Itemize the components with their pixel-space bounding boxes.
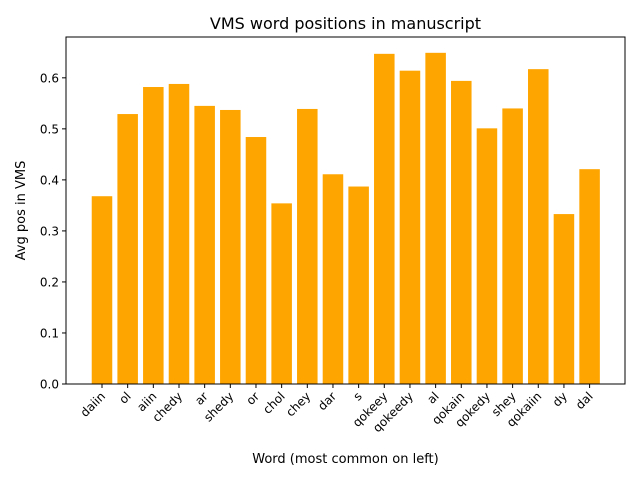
y-tick-label: 0.3	[40, 224, 59, 238]
bar-qokedy	[476, 128, 498, 384]
bar-ol	[117, 114, 138, 385]
x-axis-label: Word (most common on left)	[252, 452, 438, 467]
bar-shey	[502, 108, 523, 384]
bar-al	[425, 52, 446, 384]
bar-qokeey	[374, 53, 395, 385]
y-tick-label: 0.4	[40, 173, 59, 187]
bar-ar	[194, 105, 215, 384]
bar-qokain	[451, 80, 472, 384]
chart-title: VMS word positions in manuscript	[210, 14, 481, 33]
y-tick-label: 0.2	[40, 275, 59, 289]
bar-s	[348, 186, 369, 384]
bar-chedy	[168, 83, 190, 384]
bar-qokeedy	[399, 70, 421, 385]
bar-chol	[271, 203, 292, 384]
bar-dal	[579, 169, 600, 384]
bar-dy	[553, 214, 575, 384]
bar-dar	[322, 174, 344, 384]
bar-qokaiin	[528, 69, 549, 385]
bar-or	[245, 137, 267, 384]
y-tick-label: 0.0	[40, 378, 59, 392]
y-tick-label: 0.1	[40, 326, 59, 340]
bar-shedy	[220, 109, 241, 384]
y-tick-label: 0.6	[40, 71, 59, 85]
y-axis-label: Avg pos in VMS	[14, 161, 29, 261]
axes-frame	[65, 36, 626, 385]
y-axis: 0.0 0.1 0.2 0.3 0.4 0.5 0.6	[40, 71, 66, 392]
bar-daiin	[91, 196, 113, 384]
bar-chey	[297, 108, 318, 384]
bars-group	[91, 52, 600, 385]
bar-aiin	[143, 87, 164, 384]
y-tick-label: 0.5	[40, 122, 59, 136]
